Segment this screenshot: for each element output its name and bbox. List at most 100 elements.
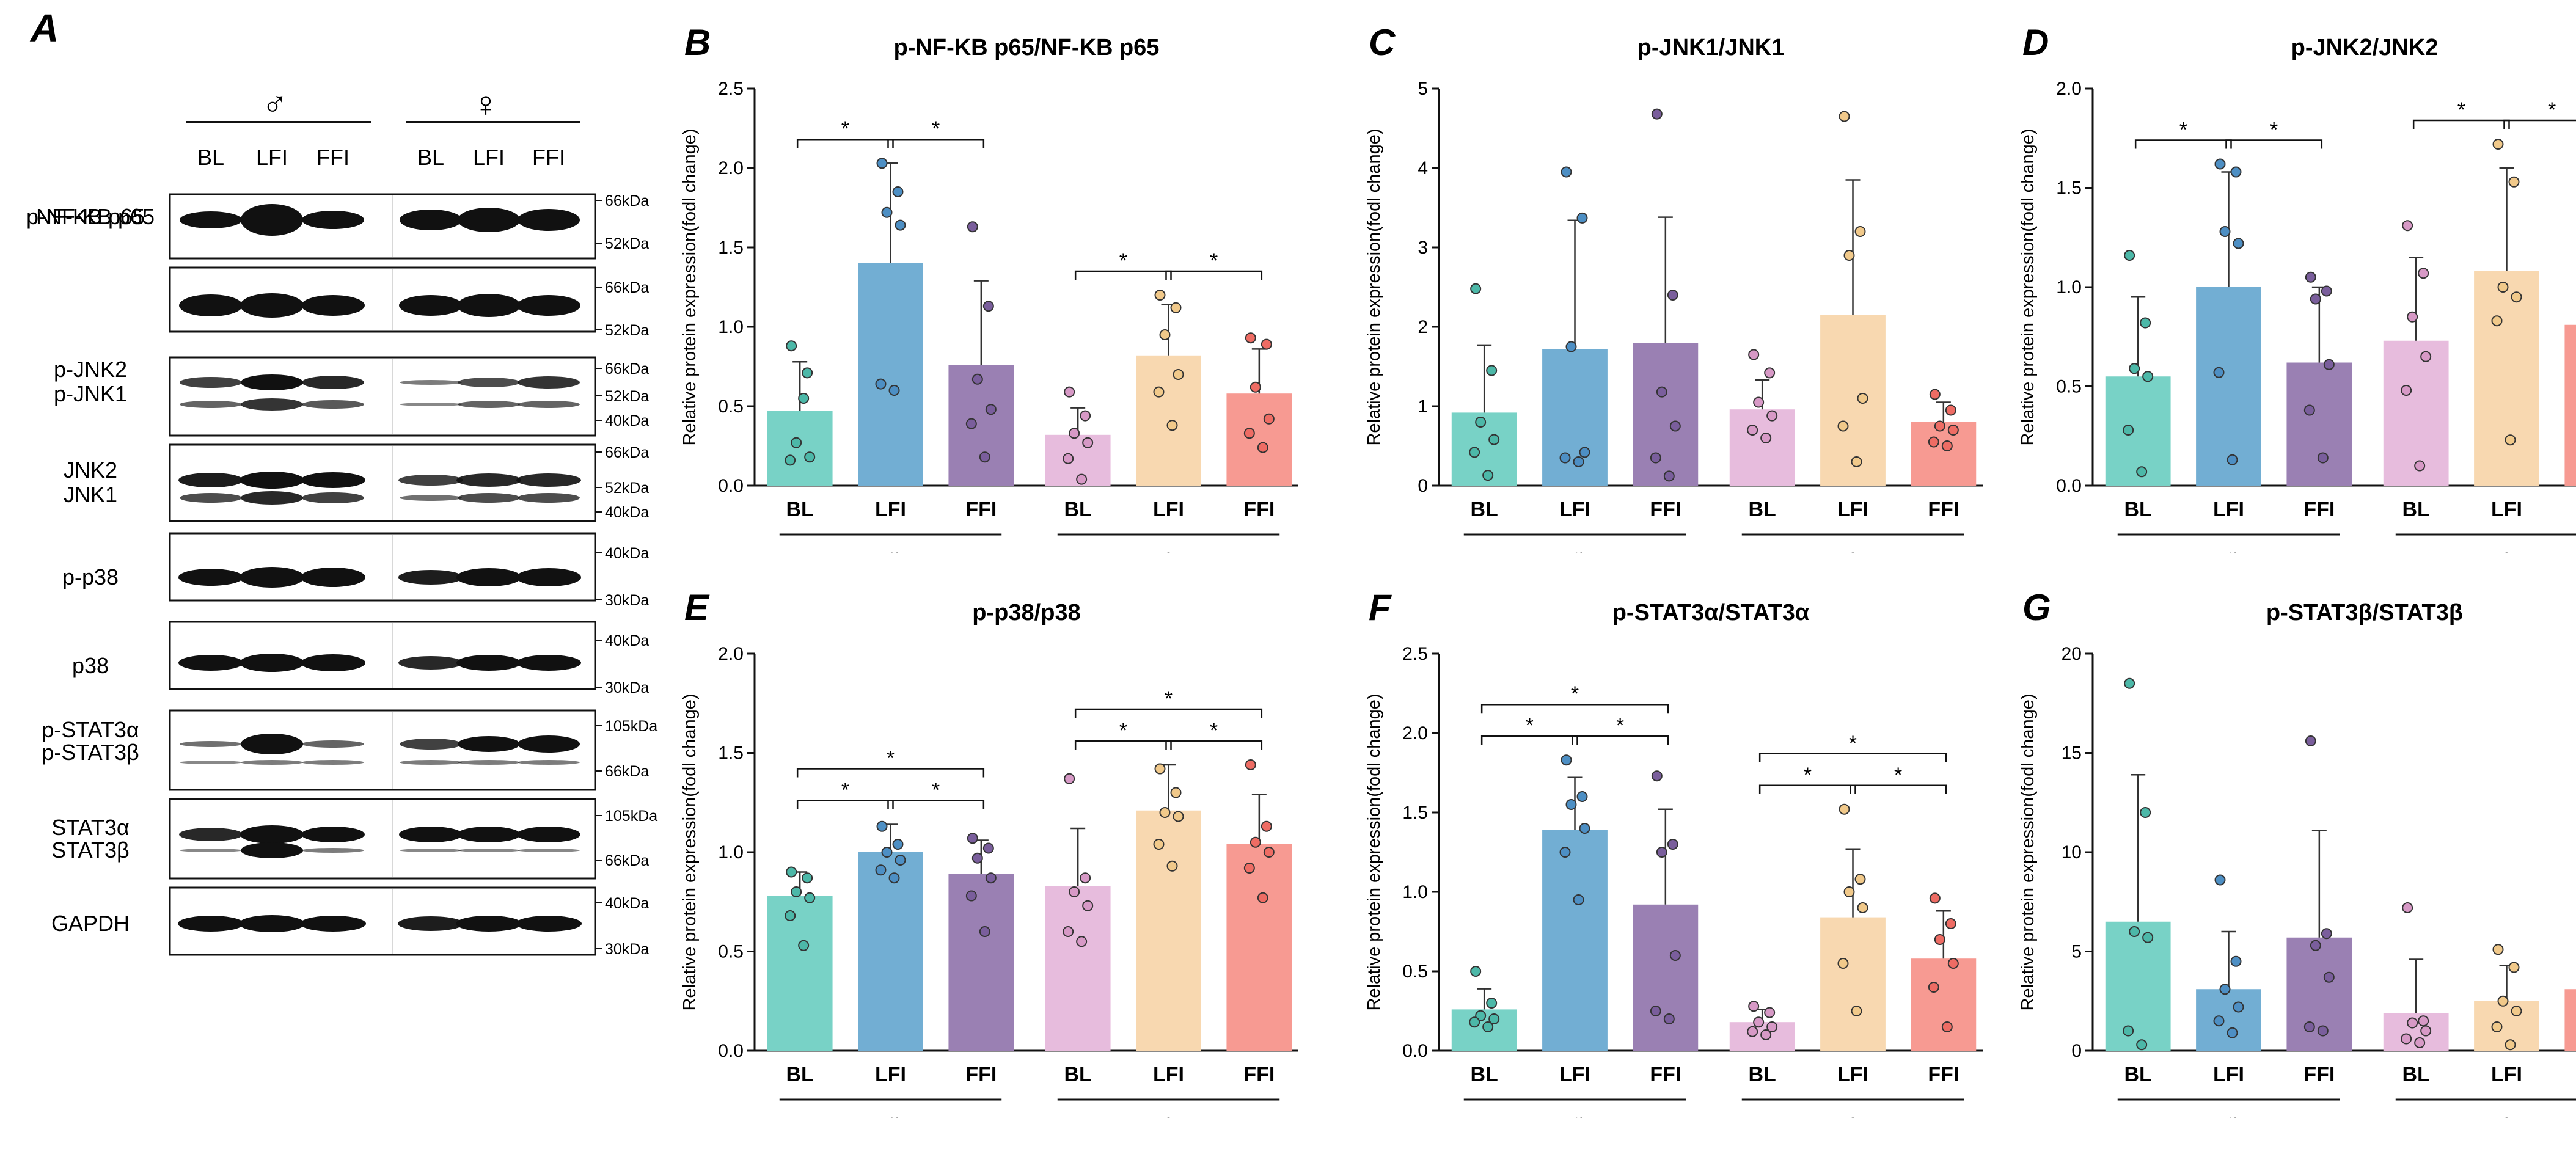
data-point (1667, 290, 1678, 301)
data-point (2303, 404, 2315, 416)
lane-label: LFI (256, 145, 288, 170)
data-point (2142, 371, 2154, 382)
data-point (804, 451, 816, 463)
significance-bracket (1480, 735, 1578, 745)
data-point (1261, 820, 1272, 832)
data-point (2317, 452, 2329, 464)
molecular-weight-marker: 30kDa (605, 941, 649, 958)
significance-label: * (1804, 764, 1812, 787)
data-point (1170, 302, 1182, 313)
x-tick-label: FFI (1928, 1063, 1959, 1086)
protein-band (178, 473, 243, 487)
x-tick-label: BL (786, 1063, 814, 1086)
data-point (1565, 799, 1577, 810)
data-point (1747, 1026, 1758, 1037)
y-tick-label: 1.0 (2056, 277, 2082, 297)
data-point (1753, 396, 1765, 408)
y-tick-label: 2 (1418, 317, 1428, 337)
x-tick-label: FFI (1650, 1063, 1681, 1086)
lane-label: FFI (532, 145, 565, 170)
protein-band (180, 761, 242, 764)
data-point (2321, 285, 2332, 297)
data-point (1766, 410, 1778, 422)
protein-band (302, 211, 364, 229)
y-tick-label: 1.5 (718, 743, 744, 764)
data-point (798, 940, 810, 951)
bar (1729, 409, 1795, 486)
data-point (1173, 369, 1184, 380)
protein-band (517, 295, 580, 316)
x-tick-label: BL (2124, 1063, 2152, 1086)
y-tick-label: 5 (1418, 79, 1428, 99)
blot-row-frame (169, 532, 596, 602)
data-point (1561, 166, 1572, 178)
y-tick-label: 1.0 (1402, 882, 1428, 902)
blot-row-label: JNK1 (64, 482, 117, 507)
x-tick-label: FFI (2303, 498, 2335, 521)
data-point (2310, 940, 2321, 951)
y-tick-label: 0.5 (1402, 962, 1428, 982)
data-point (2219, 984, 2231, 995)
molecular-weight-marker: 30kDa (605, 592, 649, 609)
data-point (1843, 250, 1855, 261)
significance-label: * (1526, 714, 1534, 737)
data-point (1857, 902, 1868, 913)
data-point (1080, 872, 1091, 884)
data-point (1173, 811, 1184, 822)
data-point (2418, 1015, 2429, 1027)
data-point (1650, 452, 1661, 464)
x-tick-label: FFI (1650, 498, 1681, 521)
molecular-weight-marker: 52kDa (605, 388, 649, 405)
bar (767, 896, 833, 1051)
data-point (2323, 359, 2335, 370)
blot-row-label: p-JNK1 (54, 381, 127, 406)
panel-label: G (2022, 587, 2051, 628)
data-point (2508, 176, 2520, 188)
data-point (1561, 754, 1572, 766)
protein-band (240, 654, 304, 672)
data-point (2227, 1027, 2238, 1038)
protein-band (180, 849, 242, 852)
significance-label: * (841, 779, 849, 802)
data-point (1486, 998, 1498, 1009)
bar (2196, 287, 2261, 486)
bar (767, 411, 833, 486)
lane-label: BL (197, 145, 224, 170)
protein-band (516, 473, 581, 487)
protein-band (302, 492, 364, 503)
data-point (1851, 456, 1862, 467)
bar (858, 263, 923, 486)
data-point (1159, 807, 1171, 818)
data-point (1579, 823, 1590, 834)
blot-row-label: STAT3β (51, 838, 129, 863)
data-point (1766, 1021, 1778, 1032)
y-tick-label: 20 (2062, 644, 2082, 664)
data-point (876, 820, 888, 832)
protein-band (456, 655, 521, 671)
chart-title: p-STAT3β/STAT3β (2266, 600, 2463, 626)
x-tick-label: BL (1064, 498, 1092, 521)
significance-label: * (2270, 119, 2278, 142)
data-point (2136, 1039, 2148, 1051)
protein-band (180, 741, 242, 747)
x-tick-label: BL (1471, 1063, 1498, 1086)
group-label-female: ♀ (1156, 1107, 1181, 1118)
data-point (875, 378, 887, 390)
data-point (1166, 860, 1178, 872)
data-point (2230, 955, 2242, 967)
data-point (2214, 158, 2226, 170)
data-point (1929, 389, 1941, 400)
data-point (2321, 928, 2332, 940)
y-tick-label: 2.0 (2056, 79, 2082, 99)
protein-band (180, 401, 242, 408)
y-axis-label: Relative protein expression(fodl change) (680, 128, 700, 445)
blot-row-frame (169, 621, 596, 690)
group-label-male: ♂ (878, 1107, 903, 1118)
data-point (1854, 874, 1866, 885)
data-point (2401, 385, 2412, 396)
data-point (1559, 847, 1571, 858)
chart-title: p-NF-KB p65/NF-KB p65 (894, 35, 1160, 60)
protein-band (301, 295, 365, 316)
data-point (1488, 1013, 1500, 1024)
data-point (2401, 1033, 2412, 1045)
